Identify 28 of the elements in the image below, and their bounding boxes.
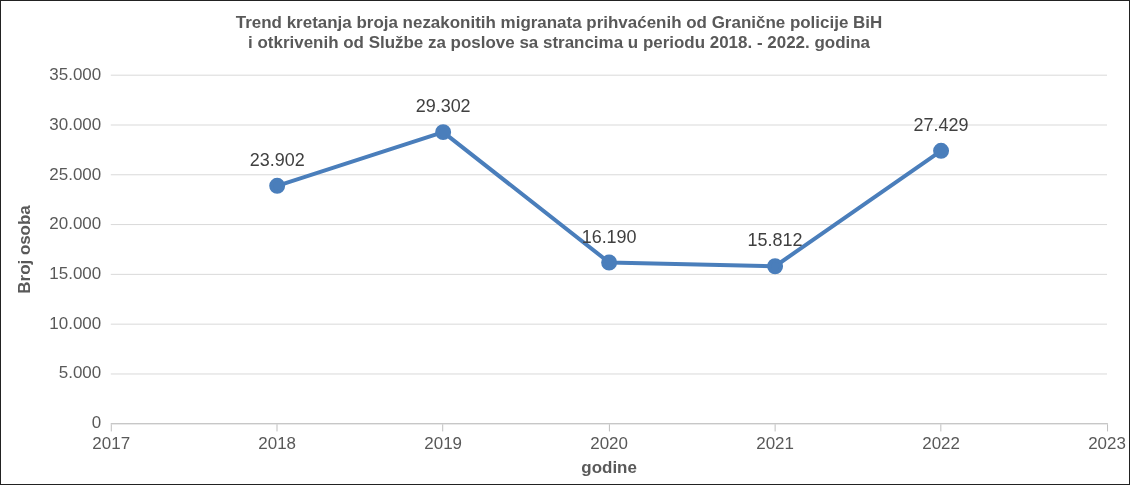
point [767, 258, 784, 275]
chart-title: Trend kretanja broja nezakonitih migranata prihvaćenih od Granične policije BiH i otkrivenih od Službe za poslove sa strancima u periodu 2018. - 2022. godina [235, 12, 883, 53]
y-tick-label: 0 [91, 413, 102, 433]
x-tick-label: 2020 [590, 434, 628, 454]
x-tick-label: 2017 [92, 434, 131, 454]
y-tick-label: 15.000 [49, 264, 102, 283]
y-tick-label: 35.000 [49, 65, 102, 85]
x-axis-title: godine [581, 457, 637, 477]
point [269, 177, 286, 194]
x-tick-label: 2022 [922, 434, 960, 454]
data-label: 23.902 [249, 149, 305, 170]
x-tick-label: 2023 [1088, 434, 1126, 454]
y-tick-label: 5.000 [58, 363, 102, 383]
x-tick-label: 2019 [424, 434, 463, 454]
point [933, 142, 950, 159]
data-label: 29.302 [415, 96, 471, 117]
x-tick-label: 2018 [258, 434, 297, 454]
point [601, 254, 618, 271]
y-tick-label: 25.000 [49, 164, 102, 184]
data-label: 27.429 [913, 114, 969, 135]
y-tick-label: 10.000 [49, 313, 102, 333]
y-tick-label: 30.000 [49, 114, 102, 134]
y-axis-title: Broj osoba [14, 204, 34, 294]
data-label: 16.190 [581, 226, 637, 247]
x-tick-label: 2021 [756, 434, 794, 454]
point [435, 124, 452, 141]
data-label: 15.812 [747, 230, 803, 251]
y-tick-label: 20.000 [49, 214, 102, 234]
